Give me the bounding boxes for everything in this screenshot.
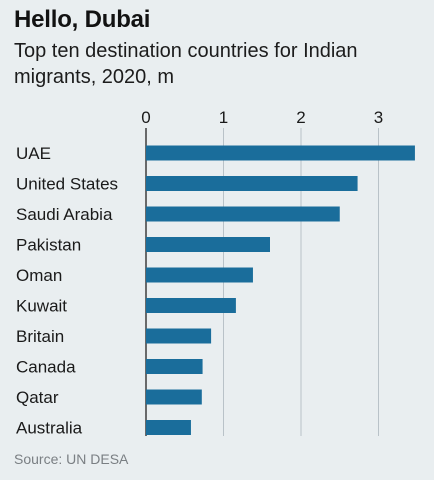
bar-oman [146,267,253,283]
x-axis-ticks: 0 1 2 3 [141,108,383,127]
x-tick-label: 3 [374,108,383,127]
bar-kuwait [146,298,236,313]
category-label: Canada [16,358,76,377]
bar-pakistan [146,237,270,252]
bar-saudi-arabia [146,206,340,222]
category-label: Kuwait [16,297,67,316]
x-tick-label: 1 [219,108,228,127]
bar-qatar [146,389,202,405]
bar-australia [146,420,191,435]
category-label: Qatar [16,388,59,407]
x-tick-label: 0 [141,108,150,127]
chart-subtitle: Top ten destination countries for Indian… [14,40,358,88]
category-label: Britain [16,327,64,346]
category-label: Australia [16,419,83,438]
category-label: United States [16,175,118,194]
x-tick-label: 2 [296,108,305,127]
category-labels: UAE United States Saudi Arabia Pakistan Oman… [16,144,118,438]
chart-title: Hello, Dubai [14,6,151,33]
category-label: Saudi Arabia [16,205,113,224]
category-label: Pakistan [16,236,81,255]
bar-uae [146,145,415,161]
category-label: Oman [16,266,62,285]
source-note: Source: UN DESA [14,451,129,467]
bar-united-states [146,176,358,191]
bars [146,145,415,435]
bar-britain [146,328,212,344]
category-label: UAE [16,144,51,163]
bar-canada [146,359,203,374]
